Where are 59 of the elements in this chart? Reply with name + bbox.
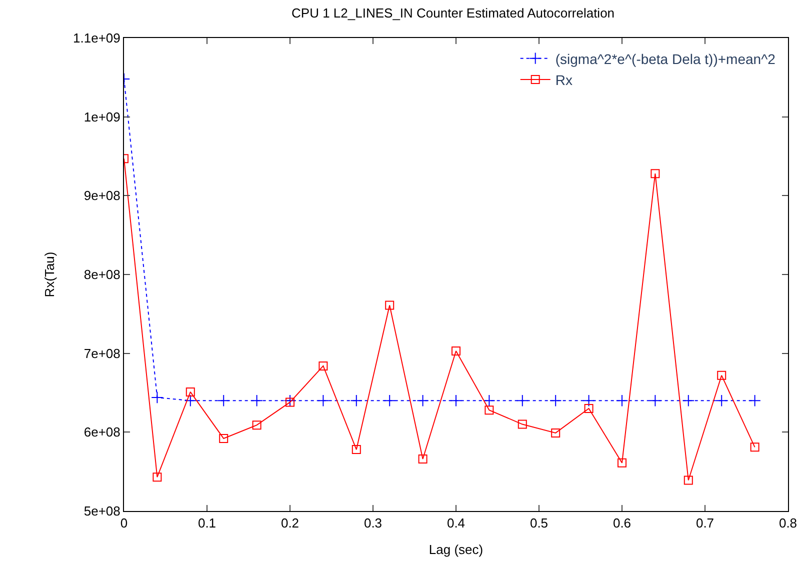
point [616, 394, 628, 407]
chart-title: CPU 1 L2_LINES_IN Counter Estimated Autocorrelation [292, 6, 615, 21]
point [284, 394, 296, 407]
point [218, 394, 230, 407]
x-tick-label: 0.5 [530, 516, 548, 531]
x-tick-label: 0.7 [696, 516, 714, 531]
point [717, 370, 726, 380]
point [151, 391, 164, 404]
y-tick-label: 1e+09 [84, 109, 120, 124]
legend-label: (sigma^2*e^(-beta Dela t))+mean^2 [555, 50, 776, 67]
point [418, 454, 428, 464]
x-tick-label: 0.3 [364, 516, 382, 531]
point [416, 394, 429, 407]
y-tick-label: 1.1e+09 [73, 30, 120, 46]
x-axis-title: Lag (sec) [428, 542, 484, 558]
point [551, 428, 560, 438]
point [318, 361, 328, 370]
x-tick-label: 0.2 [280, 516, 300, 531]
point [250, 394, 263, 407]
point [450, 394, 462, 407]
point [584, 404, 594, 414]
point [516, 394, 528, 407]
point [385, 300, 394, 310]
point [582, 394, 595, 407]
point [684, 476, 693, 485]
point [350, 394, 362, 407]
point [352, 445, 361, 454]
x-tick-label: 0.8 [778, 516, 798, 531]
point [748, 394, 761, 407]
point [550, 394, 562, 407]
point [483, 394, 496, 407]
point [152, 472, 162, 482]
point [384, 394, 396, 407]
point [484, 406, 494, 415]
x-tick-label: 0 [120, 516, 128, 531]
y-tick-label: 9e+08 [84, 188, 120, 204]
point [186, 387, 195, 396]
point [286, 398, 294, 407]
y-tick-label: 6e+08 [84, 424, 120, 440]
point [716, 394, 728, 407]
x-tick-label: 0.1 [198, 516, 216, 531]
point [452, 346, 460, 356]
y-tick-label: 5e+08 [84, 504, 120, 519]
x-tick-label: 0.6 [612, 516, 632, 531]
point [650, 169, 660, 178]
legend-label: Rx [555, 72, 572, 88]
y-axis-title: Rx(Tau) [42, 252, 57, 298]
y-tick-label: 8e+08 [84, 267, 120, 282]
x-tick-label: 0.4 [446, 516, 466, 531]
point [184, 394, 196, 407]
point [649, 394, 662, 407]
point [252, 420, 262, 430]
point [750, 442, 760, 452]
point [219, 434, 228, 443]
point [618, 458, 626, 468]
point [682, 394, 694, 407]
y-tick-label: 7e+08 [84, 346, 120, 361]
point [317, 394, 330, 407]
point [518, 420, 527, 429]
